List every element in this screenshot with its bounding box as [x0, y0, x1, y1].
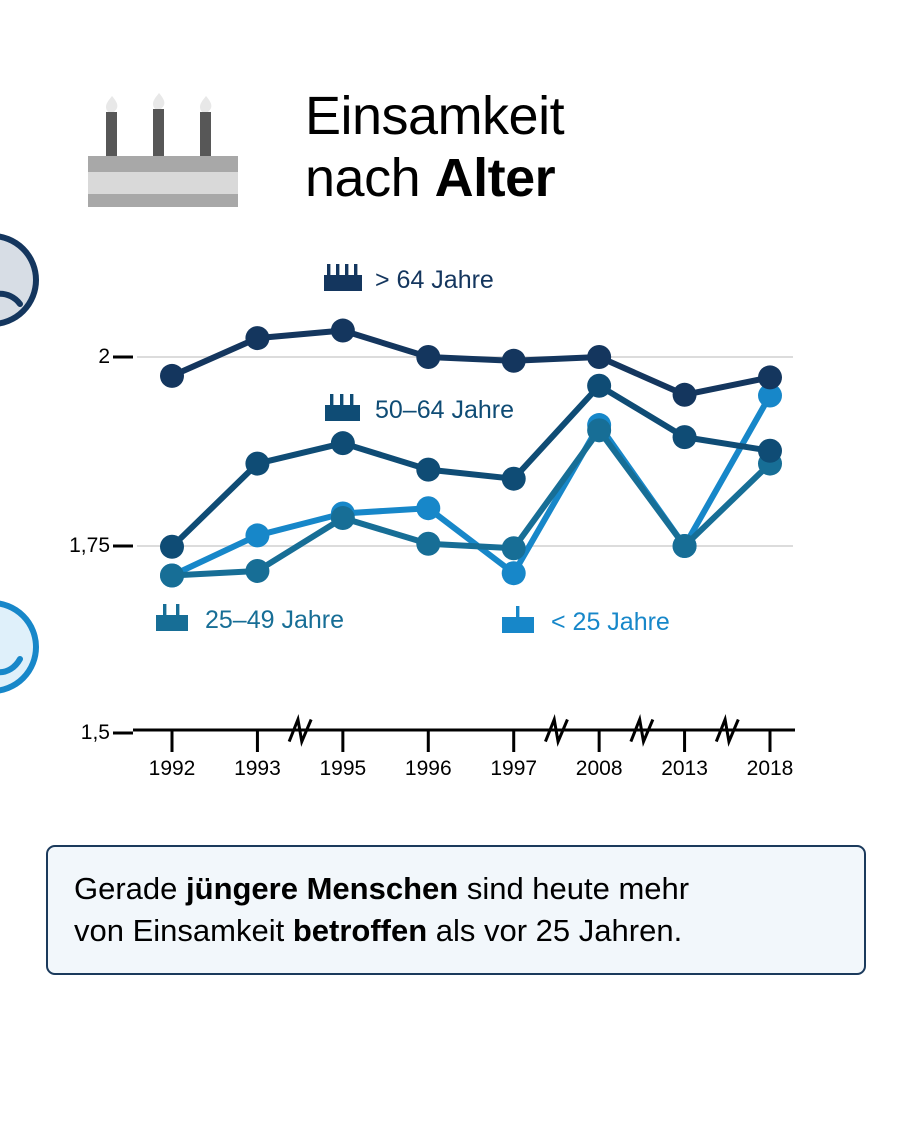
x-axis-label: 1995 [319, 757, 367, 780]
x-axis-label: 1996 [404, 757, 452, 780]
data-point[interactable] [245, 451, 270, 476]
series-1 [160, 373, 782, 559]
caption-1a: Gerade [74, 871, 187, 906]
data-point[interactable] [416, 496, 441, 521]
data-point[interactable] [758, 438, 782, 463]
y-axis-label-2: 2 [98, 345, 110, 368]
data-point[interactable] [245, 558, 270, 583]
data-point[interactable] [672, 425, 697, 450]
caption-1c: sind heute mehr [458, 871, 690, 906]
data-point[interactable] [758, 365, 782, 390]
cake-4-candles-icon [322, 262, 366, 299]
series-layer [160, 318, 782, 588]
cake-2-candles-icon [152, 602, 196, 639]
caption-1b: jüngere Menschen [186, 871, 459, 906]
x-axis-label: 2008 [575, 757, 623, 780]
title-line-2-bold: Alter [434, 148, 556, 208]
data-point[interactable] [587, 345, 612, 369]
x-axis-label: 1997 [490, 757, 538, 780]
legend-item-over-64[interactable]: > 64 Jahre [322, 262, 494, 299]
x-axis [133, 714, 795, 752]
cake-1-candle-icon [498, 604, 542, 641]
y-axis-label-15: 1,5 [80, 721, 110, 744]
data-point[interactable] [330, 506, 355, 531]
title-line-2-normal: nach [305, 148, 435, 208]
title-line-2: nach Alter [305, 147, 564, 209]
x-axis-label: 1992 [148, 757, 196, 780]
legend-item-50-64[interactable]: 50–64 Jahre [322, 392, 514, 429]
line-chart [113, 318, 795, 752]
data-point[interactable] [672, 534, 697, 558]
page-title: Einsamkeit nach Alter [305, 85, 565, 209]
data-point[interactable] [672, 382, 697, 407]
x-axis-label: 2013 [661, 757, 708, 780]
data-point[interactable] [587, 373, 612, 398]
data-point[interactable] [416, 531, 441, 556]
data-point[interactable] [501, 348, 526, 373]
happy-face-icon [0, 597, 44, 702]
series-0 [160, 318, 782, 407]
data-point[interactable] [160, 563, 184, 588]
title-line-1: Einsamkeit [305, 86, 565, 146]
sad-face-icon [0, 228, 44, 338]
data-point[interactable] [587, 418, 612, 443]
data-point[interactable] [501, 466, 526, 491]
x-axis-label: 1993 [234, 757, 281, 780]
legend-label-25-49: 25–49 Jahre [205, 606, 345, 634]
series-line [169, 427, 773, 579]
legend-item-25-49[interactable]: 25–49 Jahre [152, 602, 344, 639]
data-point[interactable] [160, 363, 184, 388]
data-point[interactable] [160, 534, 184, 559]
legend-item-under-25[interactable]: < 25 Jahre [498, 604, 670, 641]
caption-2b: betroffen [292, 913, 428, 948]
y-axis-label-175: 1,75 [69, 534, 110, 557]
x-axis-break-zigzag [544, 714, 569, 747]
series-line [169, 327, 773, 398]
caption-2a: von Einsamkeit [74, 913, 293, 948]
caption-2c: als vor 25 Jahren. [427, 913, 683, 948]
cake-3-candles-icon [322, 392, 366, 429]
data-point[interactable] [245, 523, 270, 548]
x-axis-break-zigzag [714, 714, 740, 747]
data-point[interactable] [245, 326, 270, 351]
data-point[interactable] [758, 383, 782, 408]
data-point[interactable] [501, 561, 526, 586]
data-point[interactable] [330, 318, 355, 343]
x-axis-break-zigzag [629, 714, 655, 747]
data-point[interactable] [330, 431, 355, 456]
legend-label-over-64: > 64 Jahre [375, 266, 494, 294]
legend-label-50-64: 50–64 Jahre [375, 396, 515, 424]
data-point[interactable] [416, 457, 441, 482]
birthday-cake-icon [88, 88, 238, 218]
data-point[interactable] [416, 345, 441, 369]
x-axis-break-zigzag [287, 714, 313, 747]
caption-box: Gerade jüngere Menschen sind heute mehr … [46, 845, 866, 975]
data-point[interactable] [501, 536, 526, 561]
caption-line-2: von Einsamkeit betroffen als vor 25 Jahr… [74, 910, 838, 952]
caption-line-1: Gerade jüngere Menschen sind heute mehr [74, 868, 838, 910]
series-line [169, 382, 773, 550]
x-axis-label: 2018 [746, 757, 794, 780]
legend-label-under-25: < 25 Jahre [551, 608, 670, 636]
